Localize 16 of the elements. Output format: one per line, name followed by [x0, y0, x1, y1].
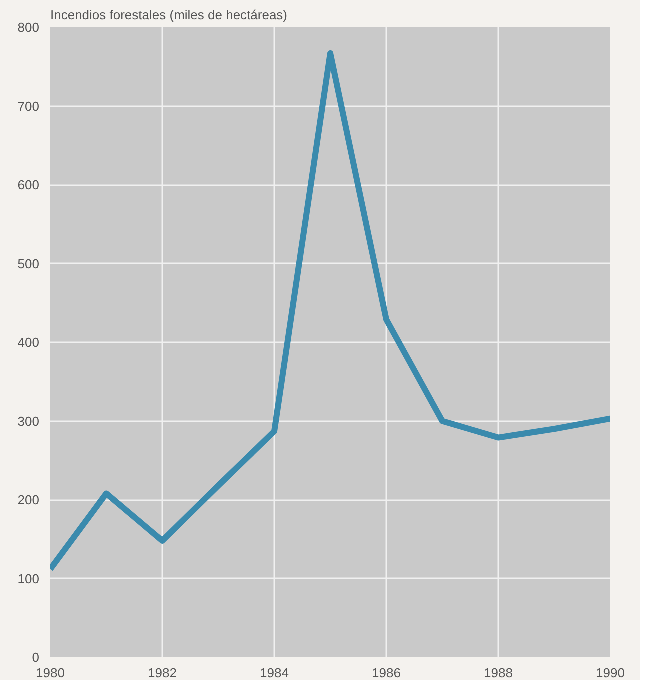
y-tick-label: 100 [18, 571, 40, 586]
y-tick-label: 500 [18, 256, 40, 272]
chart-title: Incendios forestales (miles de hectáreas) [50, 8, 288, 22]
y-tick-label: 300 [18, 414, 40, 429]
x-tick-label: 1986 [372, 666, 401, 680]
y-tick-label: 800 [18, 20, 40, 35]
y-tick-label: 400 [18, 335, 40, 350]
x-tick-label: 1980 [36, 666, 65, 680]
x-tick-label: 1990 [596, 666, 625, 680]
x-tick-label: 1988 [484, 666, 513, 680]
x-tick-label: 1984 [260, 666, 289, 680]
y-tick-label: 200 [18, 492, 40, 508]
y-tick-label: 0 [32, 650, 40, 665]
y-tick-label: 600 [18, 178, 40, 192]
x-tick-label: 1982 [148, 666, 177, 680]
y-tick-label: 700 [18, 98, 40, 114]
